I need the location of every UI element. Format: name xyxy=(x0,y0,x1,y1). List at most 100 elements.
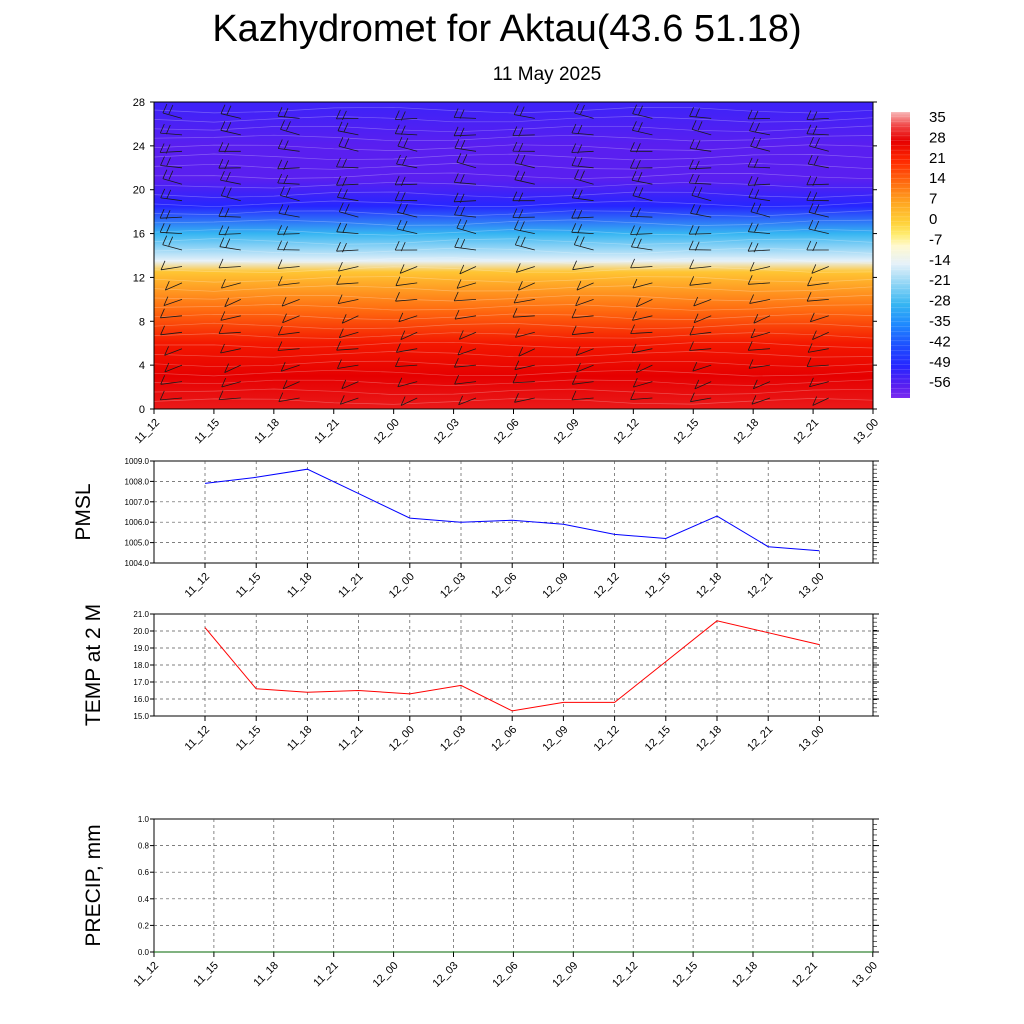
x-tick-label: 12_21 xyxy=(791,417,821,447)
wind-barb xyxy=(224,297,241,308)
wind-barb xyxy=(747,341,771,351)
wind-barb xyxy=(512,208,535,219)
wind-barb xyxy=(512,373,535,384)
wind-barb xyxy=(159,143,183,154)
wind-barb xyxy=(399,264,418,274)
wind-barb xyxy=(689,107,712,119)
x-tick-label: 12_21 xyxy=(790,960,820,990)
wind-barb xyxy=(279,186,300,202)
x-tick-label: 12_12 xyxy=(611,417,641,447)
wind-barb xyxy=(635,363,653,373)
x-tick-label: 12_06 xyxy=(490,960,520,990)
wind-barb xyxy=(514,153,535,169)
isoline xyxy=(153,388,874,396)
x-tick-label: 12_15 xyxy=(670,960,700,990)
wind-barb xyxy=(806,357,829,367)
colorbar-label: -35 xyxy=(929,313,951,330)
wind-barb xyxy=(747,275,771,285)
wind-barb xyxy=(688,225,712,236)
cross-section-panel: 0 4 8 12 16 20 24 28 11_12 11_15 11_18 11_21 12_00 12… xyxy=(133,97,882,447)
wind-barb xyxy=(631,343,653,354)
isoline xyxy=(153,210,874,217)
wind-barb xyxy=(808,219,829,234)
wind-barb xyxy=(747,176,771,187)
x-tick-label: 11_12 xyxy=(132,960,162,990)
isoline xyxy=(153,304,874,311)
wind-barb xyxy=(159,209,183,220)
wind-barb xyxy=(632,311,653,321)
wind-barb xyxy=(163,296,183,306)
y-tick-label: 4 xyxy=(139,360,145,372)
series-line xyxy=(204,468,820,552)
colorbar-label: -56 xyxy=(929,374,951,391)
x-tick-label: 13_00 xyxy=(851,417,881,447)
y-tick-label: 18.0 xyxy=(133,661,149,670)
wind-barb xyxy=(219,237,241,251)
wind-barb xyxy=(632,278,653,289)
x-tick-label: 11_21 xyxy=(336,724,366,754)
x-tick-label: 12_03 xyxy=(438,724,468,754)
wind-barb xyxy=(337,121,359,136)
wind-barb xyxy=(809,312,829,323)
wind-barb xyxy=(458,395,477,406)
x-tick-label: 11_21 xyxy=(336,571,366,601)
y-tick-label: 1004.0 xyxy=(125,559,150,568)
x-tick-label: 11_15 xyxy=(191,960,221,990)
isoline xyxy=(153,276,874,283)
wind-barb xyxy=(336,109,359,121)
wind-barb xyxy=(220,121,241,136)
colorbar-label: 21 xyxy=(929,150,946,167)
wind-barb xyxy=(454,309,477,320)
colorbar-label: 28 xyxy=(929,129,946,146)
colorbar-label: 0 xyxy=(929,211,937,228)
x-tick-label: 12_09 xyxy=(550,960,580,990)
pmsl-panel: 1004.0 1005.0 1006.0 1007.0 1008.0 1009.0 11_1… xyxy=(72,457,879,601)
wind-barb xyxy=(514,360,535,371)
wind-barb xyxy=(277,159,300,170)
wind-barb xyxy=(689,259,712,269)
wind-barb xyxy=(164,346,183,356)
wind-barb xyxy=(453,173,477,185)
wind-barb xyxy=(338,202,359,218)
wind-barb xyxy=(339,395,359,405)
wind-barb xyxy=(571,375,594,385)
y-tick-label: 0.8 xyxy=(138,842,150,851)
wind-barb xyxy=(457,345,477,356)
wind-barb xyxy=(689,325,712,336)
wind-barb xyxy=(218,225,241,236)
wind-barb xyxy=(632,377,653,388)
wind-barb xyxy=(693,296,712,307)
wind-barb xyxy=(162,103,183,119)
wind-barb xyxy=(806,175,829,187)
x-tick-label: 11_18 xyxy=(285,571,315,601)
wind-barb xyxy=(574,103,594,119)
y-tick-label: 21.0 xyxy=(133,610,149,619)
wind-barb xyxy=(630,324,653,334)
wind-barb xyxy=(514,170,535,185)
wind-barb xyxy=(277,225,300,236)
isoline xyxy=(153,369,874,377)
wind-barb xyxy=(513,105,535,119)
wind-barb xyxy=(395,276,418,287)
wind-barb xyxy=(630,207,653,218)
wind-barb xyxy=(336,275,359,285)
wind-barb xyxy=(630,390,653,400)
x-tick-label: 12_06 xyxy=(492,417,522,447)
wind-barb xyxy=(806,110,829,121)
x-tick-label: 12_15 xyxy=(671,417,701,447)
wind-barb xyxy=(220,311,241,321)
colorbar-label: -49 xyxy=(929,354,951,371)
wind-barb xyxy=(632,121,653,136)
wind-barb xyxy=(571,308,594,319)
wind-barb xyxy=(807,276,829,287)
y-tick-label: 1005.0 xyxy=(125,539,150,548)
wind-barb xyxy=(277,139,300,152)
isoline xyxy=(153,144,874,151)
wind-barb xyxy=(218,390,241,400)
wind-barb xyxy=(396,219,418,234)
wind-barb xyxy=(394,240,418,252)
wind-barb xyxy=(164,280,183,291)
y-tick-label: 0.6 xyxy=(138,868,150,877)
y-tick-label: 1.0 xyxy=(138,815,150,824)
wind-barb xyxy=(277,259,300,269)
